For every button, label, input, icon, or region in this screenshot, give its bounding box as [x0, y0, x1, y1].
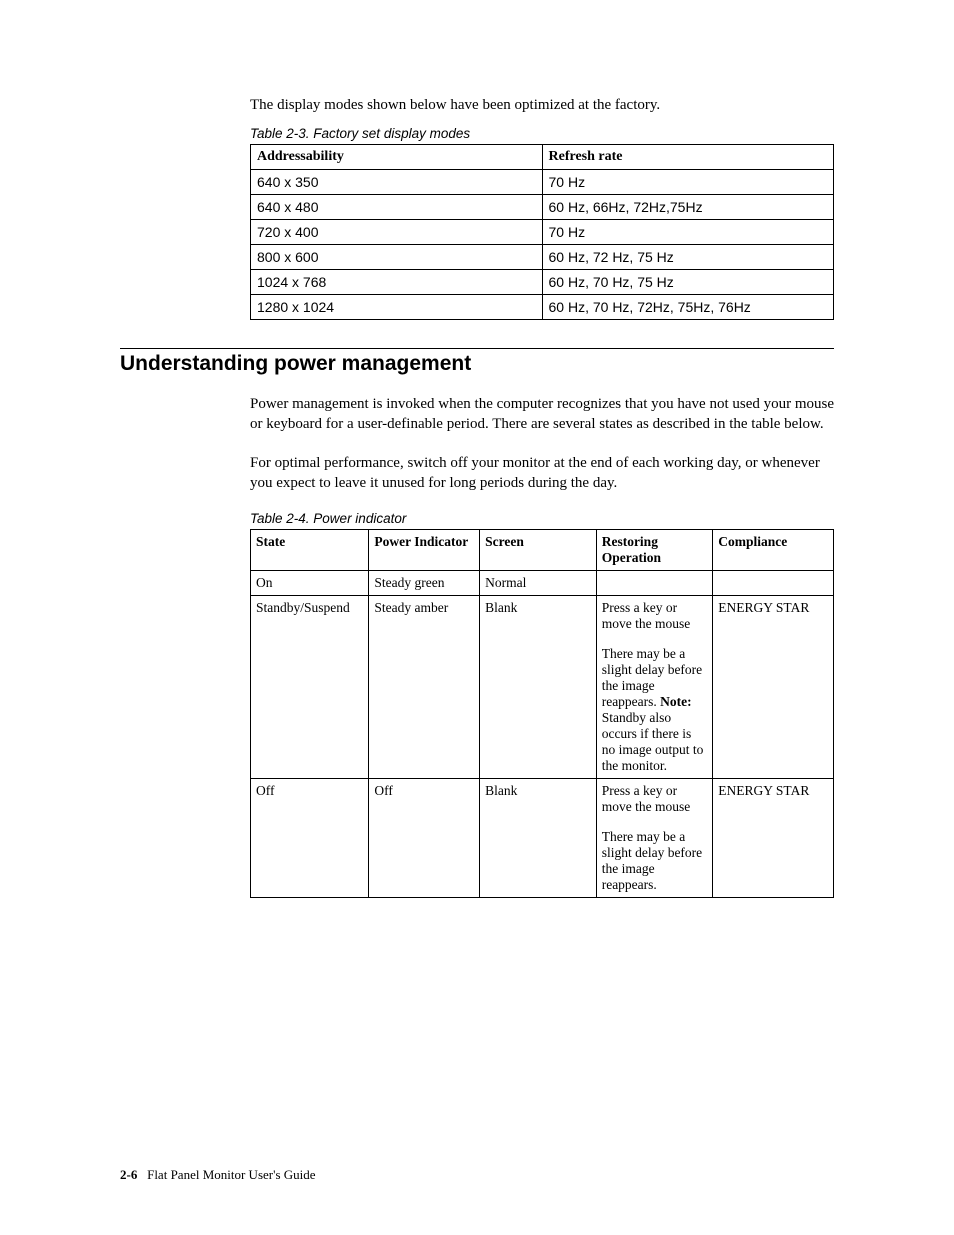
table-row: On Steady green Normal: [251, 571, 834, 596]
cell-state: On: [251, 571, 369, 596]
cell-restore: Press a key or move the mouse There may …: [596, 779, 713, 898]
power-indicator-table: State Power Indicator Screen Restoring O…: [250, 529, 834, 898]
table2-header-screen: Screen: [480, 530, 597, 571]
section-heading: Understanding power management: [120, 352, 834, 376]
table2-header-compliance: Compliance: [713, 530, 834, 571]
cell-state: Off: [251, 779, 369, 898]
cell-refresh: 60 Hz, 70 Hz, 72Hz, 75Hz, 76Hz: [542, 295, 834, 320]
restore-line: Press a key or move the mouse: [602, 783, 708, 815]
cell-power-indicator: Steady amber: [369, 596, 480, 779]
content-block-top: The display modes shown below have been …: [250, 95, 834, 320]
table-row: 640 x 480 60 Hz, 66Hz, 72Hz,75Hz: [251, 195, 834, 220]
cell-power-indicator: Steady green: [369, 571, 480, 596]
page: The display modes shown below have been …: [0, 0, 954, 1235]
table2-header-state: State: [251, 530, 369, 571]
table-row: Standby/Suspend Steady amber Blank Press…: [251, 596, 834, 779]
cell-addressability: 1024 x 768: [251, 270, 543, 295]
cell-screen: Blank: [480, 596, 597, 779]
restore-line: There may be a slight delay before the i…: [602, 646, 708, 774]
cell-compliance: ENERGY STAR: [713, 779, 834, 898]
cell-screen: Blank: [480, 779, 597, 898]
cell-addressability: 800 x 600: [251, 245, 543, 270]
intro-paragraph: The display modes shown below have been …: [250, 95, 834, 116]
cell-compliance: ENERGY STAR: [713, 596, 834, 779]
section-divider: [120, 348, 834, 349]
table1-header-refresh: Refresh rate: [542, 145, 834, 170]
cell-gap: [602, 815, 708, 829]
paragraph: For optimal performance, switch off your…: [250, 453, 834, 494]
cell-restore: Press a key or move the mouse There may …: [596, 596, 713, 779]
display-modes-table: Addressability Refresh rate 640 x 350 70…: [250, 144, 834, 320]
table-row: 720 x 400 70 Hz: [251, 220, 834, 245]
table-row: 1280 x 1024 60 Hz, 70 Hz, 72Hz, 75Hz, 76…: [251, 295, 834, 320]
cell-refresh: 60 Hz, 66Hz, 72Hz,75Hz: [542, 195, 834, 220]
page-footer: 2-6 Flat Panel Monitor User's Guide: [120, 1167, 316, 1183]
cell-compliance: [713, 571, 834, 596]
cell-refresh: 70 Hz: [542, 220, 834, 245]
cell-gap: [602, 632, 708, 646]
paragraph: Power management is invoked when the com…: [250, 394, 834, 435]
page-number: 2-6: [120, 1167, 137, 1182]
table-row: 640 x 350 70 Hz: [251, 170, 834, 195]
restore-line: Press a key or move the mouse: [602, 600, 708, 632]
table1-header-addressability: Addressability: [251, 145, 543, 170]
cell-state: Standby/Suspend: [251, 596, 369, 779]
content-block-bottom: Power management is invoked when the com…: [250, 394, 834, 898]
cell-addressability: 640 x 350: [251, 170, 543, 195]
cell-power-indicator: Off: [369, 779, 480, 898]
cell-addressability: 640 x 480: [251, 195, 543, 220]
cell-addressability: 1280 x 1024: [251, 295, 543, 320]
restore-line: There may be a slight delay before the i…: [602, 829, 708, 893]
table-row: Off Off Blank Press a key or move the mo…: [251, 779, 834, 898]
cell-screen: Normal: [480, 571, 597, 596]
table1-caption: Table 2-3. Factory set display modes: [250, 126, 834, 141]
footer-title: Flat Panel Monitor User's Guide: [147, 1167, 315, 1182]
restore-text: Standby also occurs if there is no image…: [602, 710, 704, 773]
cell-refresh: 60 Hz, 70 Hz, 75 Hz: [542, 270, 834, 295]
note-label: Note:: [660, 694, 691, 709]
table-row: 800 x 600 60 Hz, 72 Hz, 75 Hz: [251, 245, 834, 270]
cell-refresh: 70 Hz: [542, 170, 834, 195]
table2-caption: Table 2-4. Power indicator: [250, 511, 834, 526]
cell-addressability: 720 x 400: [251, 220, 543, 245]
table-row: 1024 x 768 60 Hz, 70 Hz, 75 Hz: [251, 270, 834, 295]
cell-restore: [596, 571, 713, 596]
table2-header-power-indicator: Power Indicator: [369, 530, 480, 571]
table2-header-restoring: Restoring Operation: [596, 530, 713, 571]
cell-refresh: 60 Hz, 72 Hz, 75 Hz: [542, 245, 834, 270]
